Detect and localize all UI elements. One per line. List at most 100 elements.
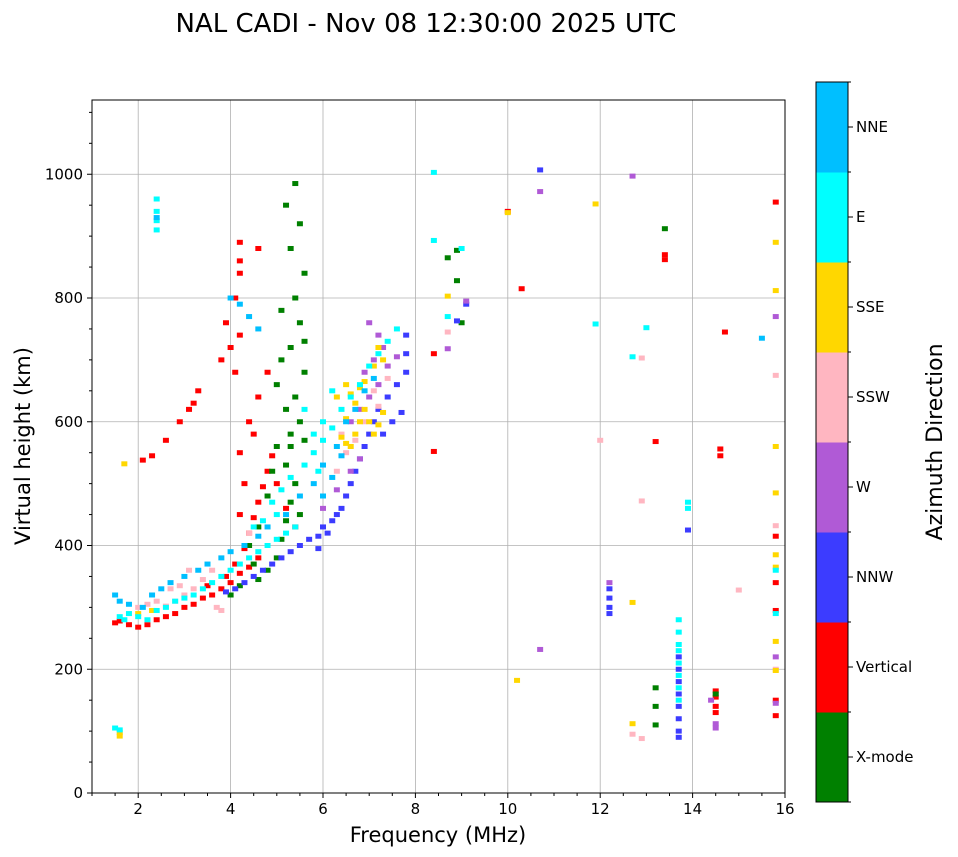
x-tick-label: 2 (133, 800, 143, 818)
data-point-nnw (684, 527, 691, 533)
data-point-nnw (606, 595, 613, 601)
data-point-e (273, 512, 280, 518)
data-point-e (116, 727, 123, 733)
data-point-sse (375, 422, 382, 428)
data-point-x-mode (661, 226, 668, 232)
data-point-sse (338, 434, 345, 440)
data-point-vertical (209, 592, 216, 598)
y-tick-label: 600 (54, 413, 83, 431)
data-point-x-mode (652, 722, 659, 728)
data-point-vertical (232, 369, 239, 375)
data-point-e (592, 321, 599, 327)
data-point-nnw (333, 512, 340, 518)
data-point-vertical (227, 580, 234, 586)
data-point-vertical (153, 617, 160, 623)
data-point-nne (218, 555, 225, 561)
data-point-x-mode (278, 536, 285, 542)
data-point-nne (352, 406, 359, 412)
data-point-e (430, 169, 437, 175)
data-point-x-mode (287, 444, 294, 449)
data-point-nnw (250, 573, 257, 579)
data-point-e (629, 354, 636, 360)
data-point-sse (772, 444, 779, 449)
data-point-vertical (236, 332, 243, 338)
data-point-vertical (222, 320, 229, 326)
data-point-vertical (712, 710, 719, 716)
data-point-nne (320, 493, 326, 499)
data-point-e (250, 524, 257, 530)
data-point-e (329, 425, 336, 431)
data-point-nne (167, 580, 174, 586)
data-point-ssw (638, 498, 645, 504)
data-point-nnw (403, 332, 410, 338)
data-point-nnw (287, 549, 294, 555)
data-point-sse (772, 490, 779, 496)
data-point-e (375, 351, 382, 357)
data-point-nnw (380, 431, 387, 437)
data-point-e (190, 592, 197, 598)
data-point-x-mode (652, 703, 659, 709)
data-point-e (287, 474, 294, 480)
data-point-vertical (236, 258, 243, 264)
data-point-w (366, 394, 373, 400)
data-point-nnw (675, 666, 682, 672)
data-point-nnw (675, 716, 682, 722)
data-point-sse (149, 607, 156, 613)
data-point-vertical (269, 453, 276, 459)
data-point-nnw (675, 728, 682, 734)
data-point-nne (158, 586, 165, 592)
data-point-x-mode (301, 369, 308, 375)
data-point-nnw (329, 518, 336, 524)
data-point-e (227, 567, 234, 573)
data-point-w (380, 345, 387, 350)
data-point-x-mode (292, 295, 299, 301)
data-point-ssw (444, 329, 451, 335)
data-point-nnw (675, 679, 682, 685)
data-point-nne (139, 604, 146, 610)
data-point-ssw (638, 355, 645, 361)
data-point-sse (356, 385, 363, 391)
data-point-nnw (347, 481, 354, 487)
data-point-nnw (352, 468, 359, 474)
data-point-sse (772, 638, 779, 644)
data-point-nnw (278, 555, 285, 561)
data-point-ssw (199, 577, 206, 583)
data-point-ssw (218, 607, 225, 613)
data-point-nne (227, 549, 234, 555)
data-point-x-mode (296, 320, 303, 326)
data-point-vertical (135, 624, 142, 630)
data-point-ssw (246, 530, 253, 536)
data-point-e (259, 518, 266, 524)
data-point-vertical (518, 286, 525, 292)
data-point-vertical (259, 484, 266, 490)
data-point-sse (772, 552, 779, 558)
data-point-w (444, 346, 451, 352)
colorbar-label: X-mode (856, 748, 913, 766)
data-point-sse (116, 733, 123, 739)
x-axis-label: Frequency (MHz) (350, 823, 526, 847)
data-point-nnw (370, 419, 377, 425)
data-point-e (153, 227, 160, 233)
data-point-vertical (255, 555, 262, 561)
data-point-x-mode (458, 320, 465, 326)
data-point-vertical (717, 453, 724, 459)
data-point-vertical (430, 351, 437, 357)
data-point-w (712, 725, 719, 731)
data-point-vertical (186, 406, 193, 412)
data-point-vertical (204, 583, 211, 589)
data-point-sse (375, 345, 382, 350)
data-point-x-mode (453, 278, 460, 284)
data-point-nne (112, 592, 119, 598)
data-point-e (264, 543, 271, 548)
data-point-nne (343, 419, 350, 425)
data-point-nnw (606, 611, 613, 617)
data-point-e (320, 437, 326, 443)
data-point-nnw (296, 543, 303, 548)
data-point-e (684, 499, 691, 505)
data-point-nnw (463, 301, 470, 307)
data-point-e (772, 611, 779, 617)
data-point-vertical (772, 580, 779, 586)
data-point-vertical (255, 394, 262, 400)
data-point-e (458, 246, 465, 251)
data-point-ssw (135, 604, 142, 610)
